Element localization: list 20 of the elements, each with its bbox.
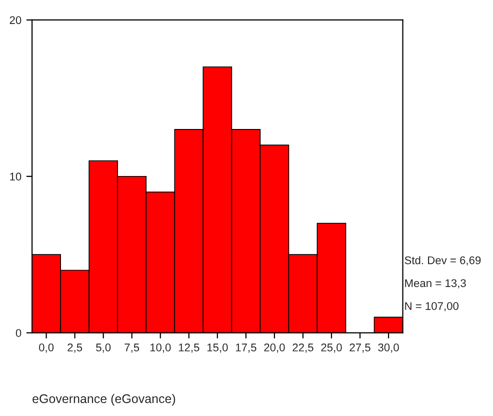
y-tick-label: 20 — [10, 16, 22, 24]
x-axis-title: eGovernance (eGovance) — [32, 394, 176, 406]
text: Std. Dev = 6,69 — [404, 256, 481, 266]
x-tick-label: 22,5 — [292, 344, 314, 353]
x-tick-label: 10,0 — [150, 344, 171, 353]
x-tick-label: 17,5 — [236, 344, 256, 353]
text: Mean = 13,3 — [405, 279, 466, 288]
x-tick-label: 27,5 — [350, 344, 370, 353]
x-tick-label: 12,5 — [178, 344, 200, 353]
x-tick-label: 25,0 — [321, 344, 342, 353]
text: N = 107,00 — [405, 302, 458, 312]
x-tick-label: 5,0 — [96, 344, 111, 353]
x-tick-label: 20,0 — [264, 344, 285, 353]
x-tick-label: 0,0 — [39, 344, 54, 353]
x-tick-label: 7,5 — [124, 344, 140, 353]
y-tick-label: 10 — [10, 172, 22, 181]
x-tick-label: 2,5 — [68, 344, 82, 353]
x-tick-label: 15,0 — [207, 344, 228, 353]
y-tick-label: 0 — [16, 329, 22, 337]
x-tick-label: 30,0 — [378, 344, 399, 353]
